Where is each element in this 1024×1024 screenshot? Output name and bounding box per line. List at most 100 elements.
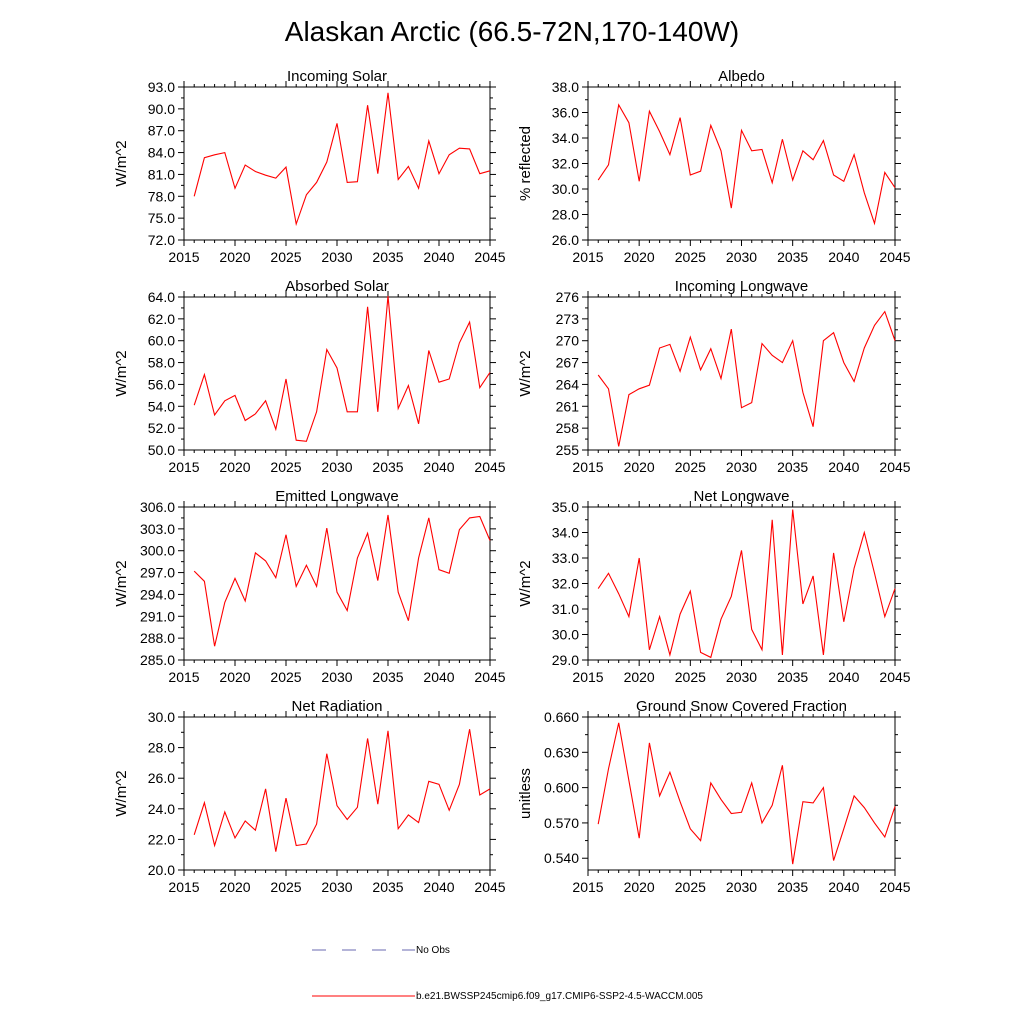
x-tick-label: 2040	[423, 879, 454, 895]
x-tick-label: 2035	[777, 459, 808, 475]
y-tick-label: 0.630	[544, 744, 579, 760]
y-tick-label: 34.0	[552, 525, 579, 541]
x-tick-label: 2025	[270, 249, 301, 265]
plot-frame	[587, 716, 896, 871]
y-tick-label: 30.0	[148, 709, 175, 725]
series-line	[193, 295, 491, 442]
x-tick-label: 2025	[675, 249, 706, 265]
y-tick-label: 261	[556, 398, 580, 414]
panel-title: Incoming Longwave	[675, 278, 808, 295]
x-tick-label: 2020	[219, 249, 250, 265]
y-tick-label: 32.0	[552, 576, 579, 592]
y-tick-label: 30.0	[552, 627, 579, 643]
y-tick-label: 303.0	[140, 521, 175, 537]
panel-7: Ground Snow Covered Fraction unitless 0.54…	[517, 698, 911, 895]
y-tick-label: 267	[556, 355, 580, 371]
panel-title: Net Radiation	[292, 698, 383, 715]
x-tick-label: 2030	[321, 669, 352, 685]
panels: Incoming Solar W/m^2 72.0 75.0 78.0 81.0 84.0 8…	[113, 68, 911, 895]
x-tick-label: 2035	[372, 879, 403, 895]
series-line	[597, 509, 896, 659]
plot-frame	[183, 506, 491, 661]
y-tick-label: 60.0	[148, 333, 175, 349]
series-line	[193, 92, 491, 227]
y-tick-label: 20.0	[148, 862, 175, 878]
series-line	[193, 729, 491, 852]
panel-2: Absorbed Solar W/m^2 50.0 52.0 54.0 56.0 58.0 6…	[113, 278, 506, 475]
y-axis-label: W/m^2	[517, 560, 534, 606]
x-tick-label: 2020	[624, 459, 655, 475]
plot-frame	[183, 296, 491, 451]
y-tick-label: 258	[556, 420, 580, 436]
x-tick-label: 2040	[828, 459, 859, 475]
y-tick-label: 64.0	[148, 289, 175, 305]
plot-frame	[587, 506, 896, 661]
x-tick-label: 2025	[270, 879, 301, 895]
x-tick-label: 2030	[321, 459, 352, 475]
x-tick-label: 2015	[168, 879, 199, 895]
series-line	[597, 310, 896, 447]
y-tick-label: 34.0	[552, 130, 579, 146]
y-tick-label: 273	[556, 311, 580, 327]
y-tick-label: 35.0	[552, 499, 579, 515]
y-tick-label: 28.0	[148, 740, 175, 756]
legend-model-label: b.e21.BWSSP245cmip6.f09_g17.CMIP6-SSP2-4…	[416, 991, 703, 1002]
panel-6: Net Radiation W/m^2 20.0 22.0 24.0 26.0 28.0 30…	[113, 698, 506, 895]
y-tick-label: 93.0	[148, 79, 175, 95]
y-tick-label: 62.0	[148, 311, 175, 327]
y-tick-label: 294.0	[140, 586, 175, 602]
x-tick-label: 2045	[474, 459, 505, 475]
x-tick-label: 2035	[372, 669, 403, 685]
y-tick-label: 54.0	[148, 398, 175, 414]
y-tick-label: 52.0	[148, 420, 175, 436]
x-tick-label: 2040	[828, 879, 859, 895]
y-tick-label: 29.0	[552, 652, 579, 668]
y-tick-label: 31.0	[552, 601, 579, 617]
panel-title: Absorbed Solar	[285, 278, 388, 295]
y-tick-label: 0.600	[544, 780, 579, 796]
x-tick-label: 2040	[828, 669, 859, 685]
x-tick-label: 2035	[777, 249, 808, 265]
y-tick-label: 28.0	[552, 207, 579, 223]
y-tick-label: 84.0	[148, 145, 175, 161]
y-tick-label: 0.660	[544, 709, 579, 725]
y-axis-label: W/m^2	[113, 770, 130, 816]
legend-obs-label: No Obs	[416, 945, 450, 956]
x-tick-label: 2025	[675, 669, 706, 685]
y-tick-label: 26.0	[552, 232, 579, 248]
panel-title: Net Longwave	[694, 488, 790, 505]
y-tick-label: 90.0	[148, 101, 175, 117]
x-tick-label: 2045	[474, 669, 505, 685]
x-tick-label: 2015	[572, 459, 603, 475]
y-tick-label: 276	[556, 289, 580, 305]
y-tick-label: 264	[556, 376, 580, 392]
legend: No Obs b.e21.BWSSP245cmip6.f09_g17.CMIP6…	[312, 945, 703, 1002]
panel-title: Incoming Solar	[287, 68, 387, 85]
x-tick-label: 2020	[624, 249, 655, 265]
y-axis-label: unitless	[517, 768, 534, 819]
x-tick-label: 2025	[270, 669, 301, 685]
x-tick-label: 2040	[423, 249, 454, 265]
plot-frame	[587, 296, 896, 451]
y-tick-label: 33.0	[552, 550, 579, 566]
y-tick-label: 58.0	[148, 355, 175, 371]
y-tick-label: 306.0	[140, 499, 175, 515]
x-tick-label: 2015	[572, 879, 603, 895]
panel-title: Ground Snow Covered Fraction	[636, 698, 847, 715]
y-tick-label: 255	[556, 442, 580, 458]
x-tick-label: 2045	[474, 879, 505, 895]
y-tick-label: 50.0	[148, 442, 175, 458]
x-tick-label: 2040	[423, 459, 454, 475]
panel-5: Net Longwave W/m^2 29.0 30.0 31.0 32.0 33.0 34.…	[517, 488, 911, 685]
x-tick-label: 2020	[624, 879, 655, 895]
plot-frame	[183, 716, 491, 871]
y-axis-label: W/m^2	[113, 560, 130, 606]
y-tick-label: 297.0	[140, 565, 175, 581]
x-tick-label: 2035	[777, 879, 808, 895]
x-tick-label: 2045	[879, 669, 910, 685]
x-tick-label: 2030	[726, 669, 757, 685]
x-tick-label: 2015	[572, 249, 603, 265]
y-tick-label: 32.0	[552, 156, 579, 172]
panel-title: Emitted Longwave	[275, 488, 398, 505]
